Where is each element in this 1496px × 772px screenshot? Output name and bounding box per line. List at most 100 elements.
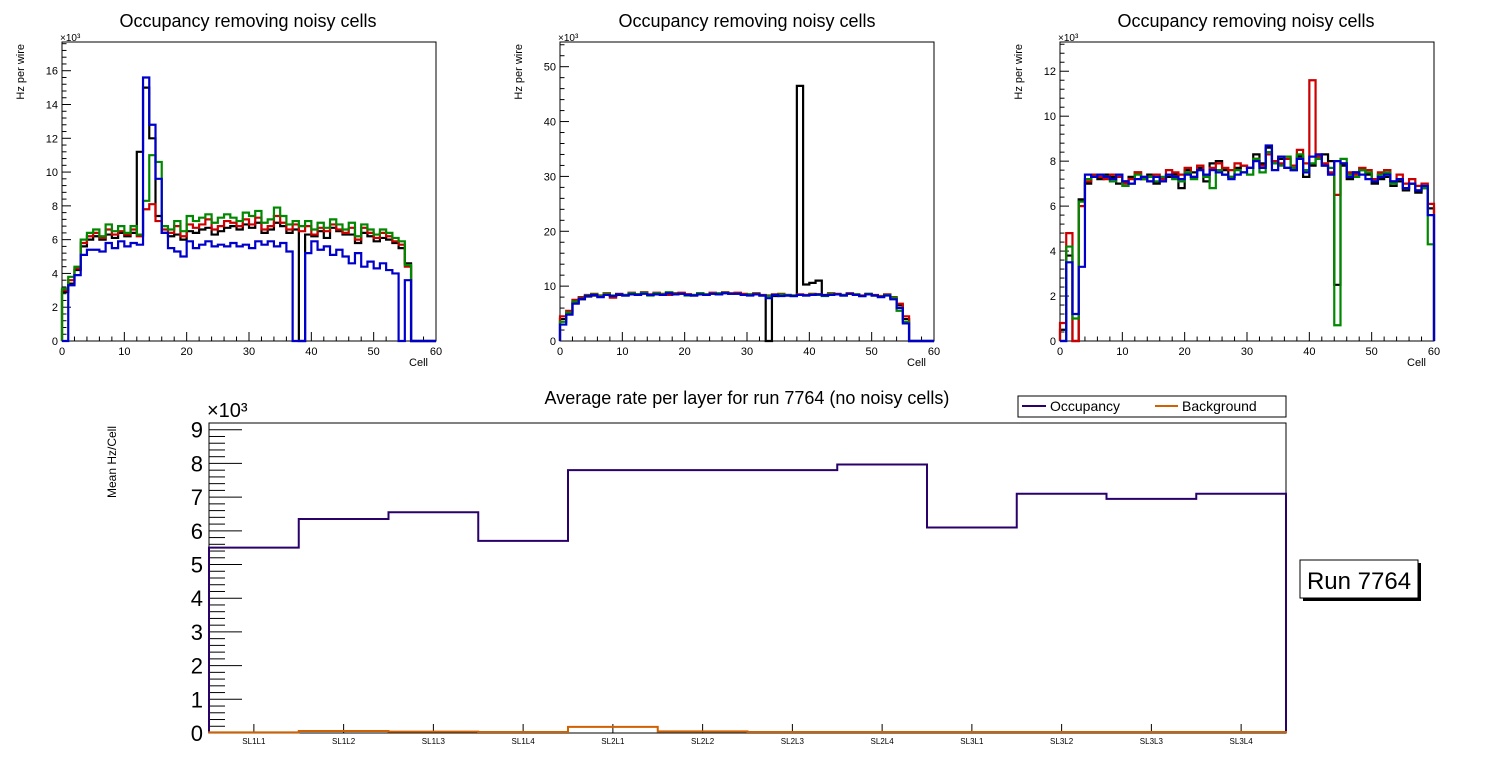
- x-tick-label: 0: [59, 346, 65, 358]
- y-tick-label: 50: [544, 62, 556, 74]
- x-category-label: SL1L4: [512, 737, 536, 746]
- y-tick-label: 8: [52, 201, 58, 213]
- y-tick-label: 4: [1050, 246, 1056, 258]
- series-layer2-line: [60, 203, 436, 343]
- y-tick-label: 4: [191, 586, 203, 611]
- y-tick-label: 10: [1044, 111, 1056, 123]
- x-tick-label: 60: [430, 346, 442, 358]
- series-layer4-line: [62, 76, 436, 343]
- y-tick-label: 5: [191, 553, 203, 578]
- y-tick-label: 2: [52, 302, 58, 314]
- y-tick-label: 0: [52, 336, 58, 348]
- plot-frame: [1059, 41, 1435, 342]
- series-layer1-line: [60, 86, 436, 343]
- x-tick-label: 10: [616, 346, 628, 358]
- y-exponent-label: ×10³: [60, 33, 81, 44]
- plot-frame: [61, 41, 437, 342]
- x-category-label: SL2L4: [871, 737, 895, 746]
- x-tick-label: 10: [118, 346, 130, 358]
- x-tick-label: 30: [1241, 346, 1253, 358]
- x-tick-label: 40: [305, 346, 317, 358]
- y-tick-label: 12: [1044, 66, 1056, 78]
- series-occupancy-line: [208, 463, 1287, 733]
- legend-occupancy-label: Occupancy: [1050, 398, 1120, 414]
- x-tick-label: 30: [741, 346, 753, 358]
- legend-background-label: Background: [1182, 398, 1257, 414]
- y-tick-label: 6: [52, 235, 58, 247]
- chart-title: Occupancy removing noisy cells: [1117, 11, 1374, 31]
- y-exponent-label: ×10³: [207, 400, 248, 422]
- x-category-label: SL1L3: [422, 737, 446, 746]
- y-axis-label: Hz per wire: [1013, 44, 1025, 100]
- x-category-label: SL3L3: [1140, 737, 1164, 746]
- run-label-text: Run 7764: [1307, 568, 1411, 595]
- legend-box: [1017, 395, 1287, 418]
- x-category-label: SL1L2: [332, 737, 356, 746]
- y-tick-label: 4: [52, 268, 58, 280]
- x-tick-label: 20: [181, 346, 193, 358]
- y-axis-label: Hz per wire: [513, 44, 525, 100]
- y-tick-label: 7: [191, 485, 203, 510]
- x-tick-label: 60: [1428, 346, 1440, 358]
- y-tick-label: 2: [191, 654, 203, 679]
- x-tick-label: 0: [1057, 346, 1063, 358]
- average-rate-panel: Average rate per layer for run 7764 (no …: [105, 388, 1287, 746]
- y-tick-label: 40: [544, 117, 556, 129]
- y-tick-label: 30: [544, 171, 556, 183]
- x-category-label: SL2L3: [781, 737, 805, 746]
- x-category-label: SL3L1: [960, 737, 984, 746]
- x-tick-label: 20: [679, 346, 691, 358]
- y-tick-label: 1: [191, 687, 203, 712]
- chart-title: Occupancy removing noisy cells: [119, 11, 376, 31]
- y-tick-label: 0: [550, 336, 556, 348]
- y-exponent-label: ×10³: [558, 33, 579, 44]
- x-tick-label: 50: [1366, 346, 1378, 358]
- series-layer4-line: [558, 292, 934, 343]
- series-layer2-line: [1058, 79, 1436, 343]
- series-layer3-line: [60, 154, 436, 343]
- y-tick-label: 6: [1050, 201, 1056, 213]
- y-tick-label: 0: [191, 721, 203, 746]
- y-axis-label: Hz per wire: [15, 44, 27, 100]
- chart-title: Average rate per layer for run 7764 (no …: [545, 388, 950, 408]
- series-layer1-line: [558, 84, 934, 343]
- chart-title: Occupancy removing noisy cells: [618, 11, 875, 31]
- y-tick-label: 6: [191, 519, 203, 544]
- x-tick-label: 40: [803, 346, 815, 358]
- y-tick-label: 14: [46, 100, 58, 112]
- x-tick-label: 10: [1116, 346, 1128, 358]
- series-layer4-line: [1060, 144, 1436, 343]
- legend: Occupancy Background: [1017, 395, 1287, 418]
- y-tick-label: 16: [46, 66, 58, 78]
- x-axis-label: Cell: [409, 357, 428, 369]
- y-exponent-label: ×10³: [1058, 33, 1079, 44]
- run-label-box: Run 7764: [1299, 559, 1421, 601]
- x-tick-label: 60: [928, 346, 940, 358]
- y-tick-label: 0: [1050, 336, 1056, 348]
- x-category-label: SL1L1: [242, 737, 266, 746]
- x-category-label: SL2L1: [601, 737, 625, 746]
- y-axis-label: Mean Hz/Cell: [105, 426, 119, 498]
- x-tick-label: 50: [368, 346, 380, 358]
- y-tick-label: 3: [191, 620, 203, 645]
- y-tick-label: 10: [46, 167, 58, 179]
- x-axis-label: Cell: [907, 357, 926, 369]
- x-tick-label: 40: [1303, 346, 1315, 358]
- occupancy-panel-middle: Occupancy removing noisy cells 0 10 20 30 40 5…: [513, 11, 940, 369]
- x-axis-label: Cell: [1407, 357, 1426, 369]
- y-tick-label: 20: [544, 226, 556, 238]
- x-category-label: SL2L2: [691, 737, 715, 746]
- x-category-label: SL3L2: [1050, 737, 1074, 746]
- y-tick-label: 8: [191, 451, 203, 476]
- y-tick-label: 2: [1050, 291, 1056, 303]
- x-tick-label: 30: [243, 346, 255, 358]
- y-tick-label: 8: [1050, 156, 1056, 168]
- y-tick-label: 12: [46, 133, 58, 145]
- series-background-line: [208, 725, 1287, 734]
- y-tick-label: 9: [191, 418, 203, 443]
- x-tick-label: 20: [1179, 346, 1191, 358]
- x-tick-label: 0: [557, 346, 563, 358]
